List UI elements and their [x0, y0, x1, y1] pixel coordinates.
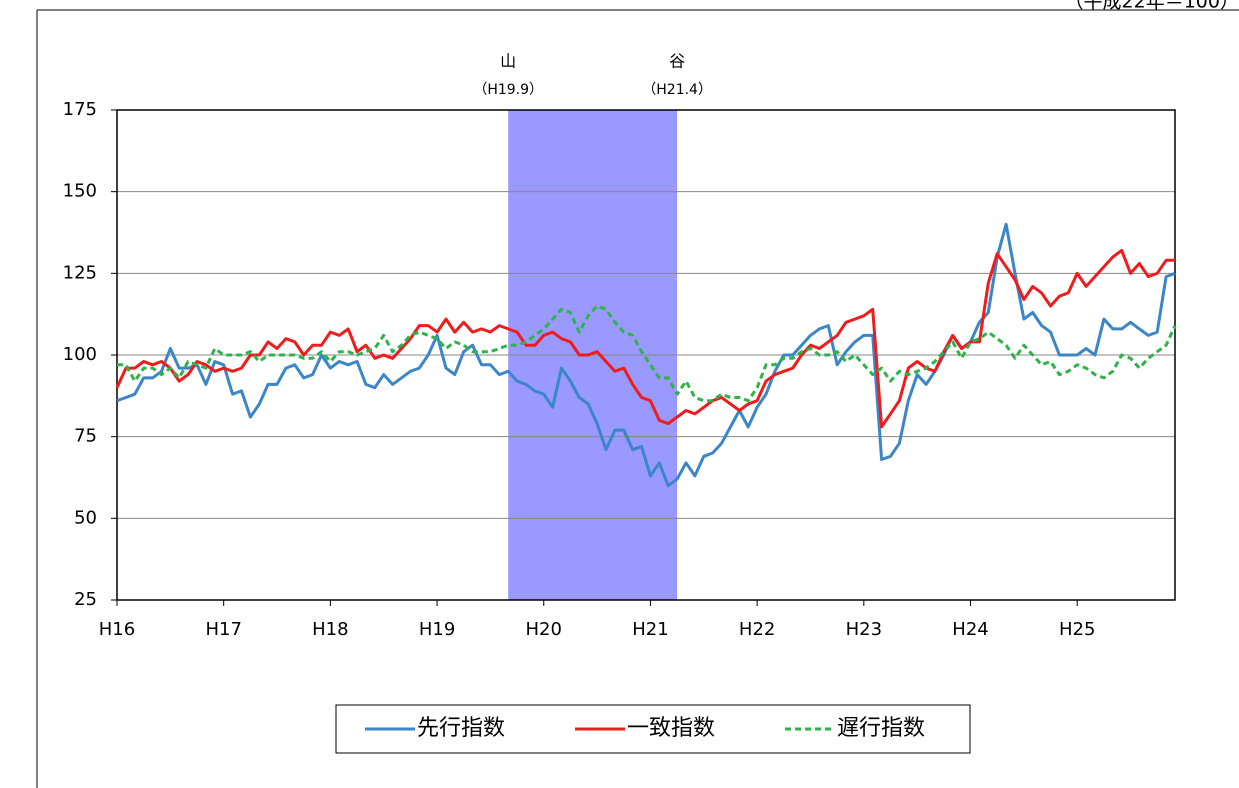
unit-note: （平成22年＝100） — [1065, 0, 1239, 13]
note-bg — [1000, 0, 1239, 9]
x-tick-label: H24 — [952, 619, 988, 640]
x-tick-label: H23 — [846, 619, 882, 640]
shade-label: 谷 — [669, 52, 685, 71]
shade-note: （H21.4） — [642, 82, 712, 98]
y-tick-label: 100 — [63, 344, 97, 365]
shade-note: （H19.9） — [473, 82, 543, 98]
y-tick-label: 125 — [63, 262, 97, 283]
shade-label: 山 — [500, 52, 516, 71]
x-tick-label: H16 — [99, 619, 135, 640]
x-tick-label: H22 — [739, 619, 775, 640]
y-tick-label: 50 — [74, 507, 97, 528]
y-tick-label: 75 — [74, 426, 97, 447]
y-tick-label: 175 — [63, 99, 97, 120]
series-line — [116, 222, 1176, 488]
x-tick-label: H18 — [312, 619, 348, 640]
legend-label: 遅行指数 — [837, 716, 925, 741]
y-tick-label: 150 — [63, 181, 97, 202]
series-line — [117, 304, 1177, 403]
legend-box — [335, 704, 971, 754]
series-line — [115, 249, 1175, 429]
x-tick-label: H25 — [1059, 619, 1095, 640]
legend-label: 先行指数 — [417, 716, 505, 741]
legend-label: 一致指数 — [627, 716, 715, 741]
x-tick-label: H20 — [526, 619, 562, 640]
x-tick-label: H17 — [205, 619, 241, 640]
y-tick-label: 25 — [74, 589, 97, 610]
x-tick-label: H21 — [632, 619, 668, 640]
plot-border — [116, 109, 1176, 601]
x-tick-label: H19 — [419, 619, 455, 640]
